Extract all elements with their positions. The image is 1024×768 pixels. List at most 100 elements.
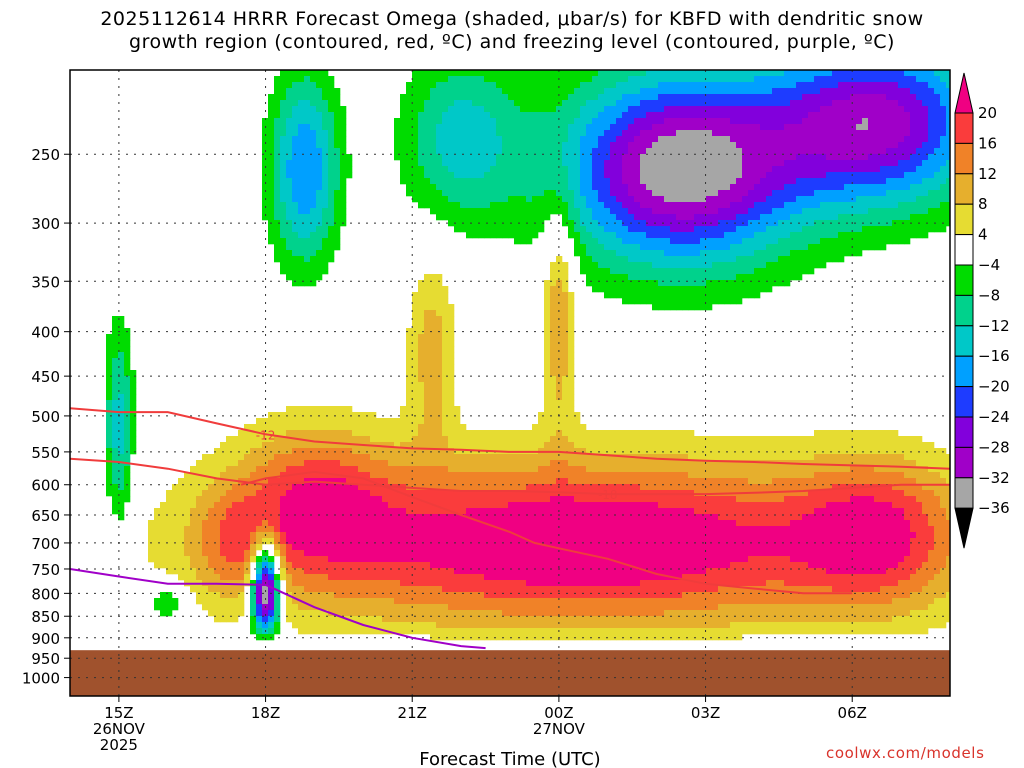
- omega-cell: [430, 478, 437, 485]
- omega-cell: [328, 532, 335, 539]
- omega-cell: [574, 526, 581, 533]
- omega-cell: [424, 574, 431, 581]
- omega-cell: [502, 466, 509, 473]
- omega-cell: [442, 394, 449, 401]
- omega-cell: [424, 448, 431, 455]
- omega-cell: [598, 106, 605, 113]
- omega-cell: [358, 472, 365, 479]
- omega-cell: [442, 364, 449, 371]
- omega-cell: [448, 100, 455, 107]
- omega-cell: [592, 496, 599, 503]
- omega-cell: [520, 196, 527, 203]
- omega-cell: [298, 118, 305, 125]
- omega-cell: [124, 442, 131, 449]
- omega-cell: [556, 274, 563, 281]
- omega-cell: [412, 196, 419, 203]
- omega-cell: [550, 382, 557, 389]
- omega-cell: [652, 436, 659, 443]
- omega-cell: [628, 82, 635, 89]
- omega-cell: [604, 238, 611, 245]
- omega-cell: [586, 562, 593, 569]
- omega-cell: [568, 466, 575, 473]
- omega-cell: [538, 508, 545, 515]
- omega-cell: [376, 466, 383, 473]
- omega-cell: [406, 436, 413, 443]
- omega-cell: [544, 598, 551, 605]
- omega-cell: [604, 604, 611, 611]
- omega-cell: [544, 118, 551, 125]
- omega-cell: [340, 136, 347, 143]
- omega-cell: [658, 82, 665, 89]
- omega-cell: [274, 412, 281, 419]
- omega-cell: [304, 262, 311, 269]
- omega-cell: [586, 508, 593, 515]
- omega-cell: [496, 574, 503, 581]
- omega-cell: [622, 628, 629, 635]
- omega-cell: [262, 166, 269, 173]
- omega-cell: [418, 628, 425, 635]
- omega-cell: [172, 526, 179, 533]
- omega-cell: [544, 202, 551, 209]
- omega-cell: [298, 532, 305, 539]
- omega-cell: [574, 448, 581, 455]
- omega-cell: [286, 556, 293, 563]
- omega-cell: [394, 496, 401, 503]
- omega-cell: [634, 514, 641, 521]
- omega-cell: [304, 502, 311, 509]
- omega-cell: [400, 478, 407, 485]
- omega-cell: [616, 70, 623, 77]
- omega-cell: [586, 232, 593, 239]
- omega-cell: [226, 520, 233, 527]
- omega-cell: [160, 514, 167, 521]
- omega-cell: [574, 196, 581, 203]
- omega-cell: [574, 532, 581, 539]
- omega-cell: [646, 526, 653, 533]
- omega-cell: [478, 550, 485, 557]
- omega-cell: [268, 100, 275, 107]
- omega-cell: [526, 580, 533, 587]
- omega-cell: [622, 556, 629, 563]
- omega-cell: [538, 592, 545, 599]
- omega-cell: [322, 580, 329, 587]
- omega-cell: [424, 490, 431, 497]
- omega-cell: [634, 562, 641, 569]
- omega-cell: [430, 574, 437, 581]
- omega-cell: [562, 616, 569, 623]
- omega-cell: [280, 244, 287, 251]
- omega-cell: [454, 202, 461, 209]
- omega-cell: [484, 466, 491, 473]
- omega-cell: [562, 316, 569, 323]
- omega-cell: [280, 250, 287, 257]
- omega-cell: [436, 478, 443, 485]
- omega-cell: [328, 598, 335, 605]
- omega-cell: [232, 568, 239, 575]
- omega-cell: [340, 166, 347, 173]
- omega-cell: [394, 154, 401, 161]
- omega-cell: [406, 586, 413, 593]
- omega-cell: [472, 550, 479, 557]
- omega-cell: [310, 472, 317, 479]
- omega-cell: [292, 448, 299, 455]
- omega-cell: [436, 178, 443, 185]
- omega-cell: [550, 70, 557, 77]
- omega-cell: [430, 130, 437, 137]
- omega-cell: [622, 100, 629, 107]
- omega-cell: [310, 226, 317, 233]
- omega-cell: [430, 376, 437, 383]
- omega-cell: [346, 580, 353, 587]
- omega-cell: [406, 406, 413, 413]
- omega-cell: [316, 472, 323, 479]
- omega-cell: [424, 274, 431, 281]
- omega-cell: [310, 118, 317, 125]
- omega-cell: [550, 586, 557, 593]
- omega-cell: [124, 466, 131, 473]
- omega-cell: [442, 202, 449, 209]
- omega-cell: [334, 178, 341, 185]
- omega-cell: [574, 562, 581, 569]
- omega-cell: [544, 460, 551, 467]
- omega-cell: [586, 214, 593, 221]
- omega-cell: [574, 478, 581, 485]
- omega-cell: [532, 208, 539, 215]
- omega-cell: [538, 514, 545, 521]
- omega-cell: [226, 556, 233, 563]
